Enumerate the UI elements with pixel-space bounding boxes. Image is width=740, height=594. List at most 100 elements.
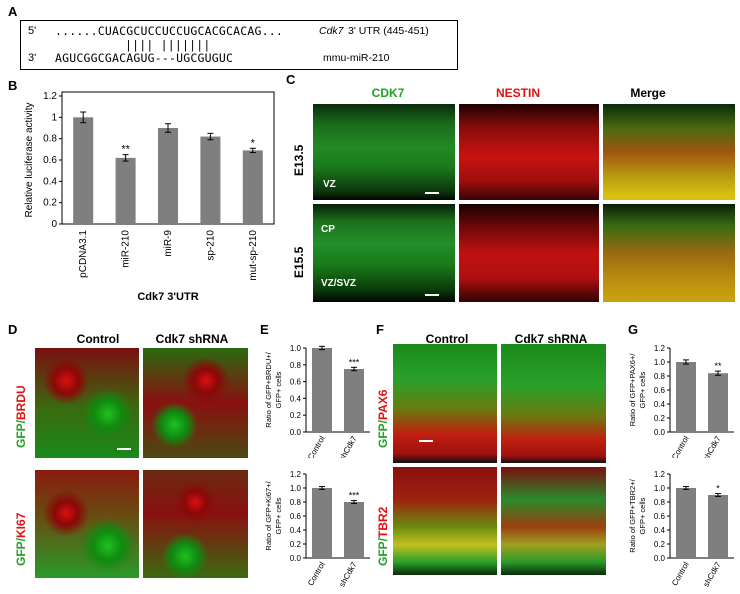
- shrna-header-f: Cdk7 shRNA: [514, 332, 588, 346]
- y-tick-label: 0.4: [654, 526, 666, 535]
- y-axis-label: Ratio of GFP+BRDU+/: [264, 351, 273, 427]
- y-tick-label: 0.2: [290, 411, 302, 420]
- x-tick-label: miR-9: [163, 230, 174, 257]
- panel-label-b: B: [8, 78, 18, 93]
- x-tick-label: Control: [306, 434, 327, 458]
- x-tick-label: shCdk7: [701, 560, 723, 588]
- x-tick-label: shCdk7: [701, 434, 723, 458]
- micrograph-shrna-ki67: [143, 470, 248, 578]
- y-tick-label: 0.2: [43, 198, 57, 209]
- y-tick-label: 0.4: [43, 176, 57, 187]
- y-tick-label: 0.8: [290, 498, 302, 507]
- bar: [312, 348, 332, 432]
- bar: [344, 502, 364, 558]
- y-tick-label: 1.0: [654, 484, 666, 493]
- bar: [344, 369, 364, 432]
- seq-3prime: 3': [28, 52, 37, 64]
- bar: [115, 157, 136, 224]
- bar: [708, 373, 728, 432]
- y-tick-label: 0.6: [290, 512, 302, 521]
- scale-bar: [117, 448, 131, 450]
- y-tick-label: 1: [51, 112, 57, 123]
- mirna-sequence: AGUCGGCGACAGUG---UGCGUGUC: [55, 51, 234, 65]
- y-tick-label: 0.6: [290, 378, 302, 387]
- x-tick-label: miR-210: [121, 230, 132, 268]
- mirna-name: mmu-miR-210: [323, 52, 390, 64]
- micrograph-control-pax6: [393, 344, 497, 463]
- micrograph-shrna-brdu: [143, 348, 248, 458]
- y-axis-label: Ratio of GFP+TBR2+/: [628, 478, 637, 552]
- y-tick-label: 0: [51, 219, 57, 230]
- scale-bar: [419, 440, 433, 442]
- y-axis-label: GFP+ cells: [638, 497, 647, 534]
- y-tick-label: 0.0: [290, 554, 302, 563]
- row-label-e15: E15.5: [292, 246, 306, 278]
- y-tick-label: 0.8: [290, 361, 302, 370]
- significance-mark: *: [716, 484, 720, 494]
- significance-mark: **: [714, 361, 722, 371]
- y-axis-label: GFP+ cells: [638, 371, 647, 408]
- y-tick-label: 0.0: [654, 428, 666, 437]
- stain-label-pax6: GFP/PAX6: [376, 389, 390, 448]
- brdu-ratio-chart: 0.0 0.2 0.4 0.6 0.8 1.0 Control *** shCdk7 Ratio …: [264, 344, 370, 458]
- scale-bar: [425, 192, 439, 194]
- bar: [676, 362, 696, 432]
- panel-label-e: E: [260, 322, 269, 337]
- y-axis-label: Ratio of GFP+Ki67+/: [264, 480, 273, 550]
- cdk7-column-header: CDK7: [371, 86, 405, 100]
- y-tick-label: 0.0: [654, 554, 666, 563]
- y-axis-label: GFP+ cells: [274, 497, 283, 534]
- y-tick-label: 0.2: [654, 414, 666, 423]
- tbr2-ratio-chart: 0.0 0.2 0.4 0.6 0.8 1.0 1.2 Control * shCdk7 Ratio…: [628, 470, 734, 588]
- cp-label: CP: [321, 224, 335, 235]
- bar: [312, 488, 332, 558]
- micrograph-merge-e13: [603, 104, 735, 200]
- micrograph-shrna-pax6: [501, 344, 606, 463]
- significance-mark: **: [121, 144, 130, 156]
- bar: [676, 488, 696, 558]
- x-tick-label: mut-sp-210: [248, 230, 259, 281]
- sequence-alignment-box: 5' ......CUACGCUCCUCCUGCACGCACAG... Cdk7…: [20, 20, 458, 70]
- micrograph-nestin-e15: [459, 204, 599, 302]
- y-tick-label: 0.6: [43, 155, 57, 166]
- panel-label-c: C: [286, 72, 296, 87]
- vz-svz-label: VZ/SVZ: [321, 278, 357, 289]
- stain-label-ki67: GFP/KI67: [14, 512, 28, 566]
- y-tick-label: 0.6: [654, 512, 666, 521]
- x-tick-label: sp-210: [205, 230, 216, 261]
- y-axis-label: GFP+ cells: [274, 371, 283, 408]
- y-tick-label: 0.8: [654, 498, 666, 507]
- stain-label-brdu: GFP/BRDU: [14, 385, 28, 448]
- significance-mark: *: [251, 137, 256, 149]
- ki67-ratio-chart: 0.0 0.2 0.4 0.6 0.8 1.0 1.2 Control *** shCdk7 Rat…: [264, 470, 370, 588]
- y-tick-label: 1.2: [43, 91, 57, 102]
- y-tick-label: 0.2: [654, 540, 666, 549]
- micrograph-control-tbr2: [393, 467, 497, 575]
- y-tick-label: 1.0: [290, 344, 302, 353]
- bar: [242, 150, 263, 224]
- x-tick-label: Control: [670, 560, 691, 587]
- y-tick-label: 0.4: [290, 526, 302, 535]
- merge-column-header: Merge: [630, 86, 666, 100]
- nestin-column-header: NESTIN: [495, 86, 540, 100]
- micrograph-control-ki67: [35, 470, 139, 578]
- y-tick-label: 0.8: [43, 134, 57, 145]
- micrograph-merge-e15: [603, 204, 735, 302]
- row-label-e13: E13.5: [292, 144, 306, 176]
- luciferase-chart: 0 0.2 0.4 0.6 0.8 1 1.2 pCDNA3.1 ** miR-210 miR-9 s…: [24, 91, 275, 303]
- x-tick-label: Control: [306, 560, 327, 587]
- scale-bar: [425, 294, 439, 296]
- y-tick-label: 1.2: [654, 344, 666, 353]
- x-axis-label: Cdk7 3'UTR: [137, 291, 198, 303]
- micrograph-shrna-tbr2: [501, 467, 606, 575]
- gene-name: Cdk7: [319, 25, 344, 37]
- y-tick-label: 1.2: [654, 470, 666, 479]
- seq-5prime: 5': [28, 25, 37, 37]
- y-tick-label: 0.4: [654, 400, 666, 409]
- panel-label-g: G: [628, 322, 639, 337]
- stain-label-tbr2: GFP/TBR2: [376, 506, 390, 566]
- control-header-d: Control: [76, 332, 120, 346]
- y-tick-label: 1.2: [290, 470, 302, 479]
- micrograph-cdk7-e15: CP VZ/SVZ: [313, 204, 455, 302]
- significance-mark: ***: [349, 491, 360, 501]
